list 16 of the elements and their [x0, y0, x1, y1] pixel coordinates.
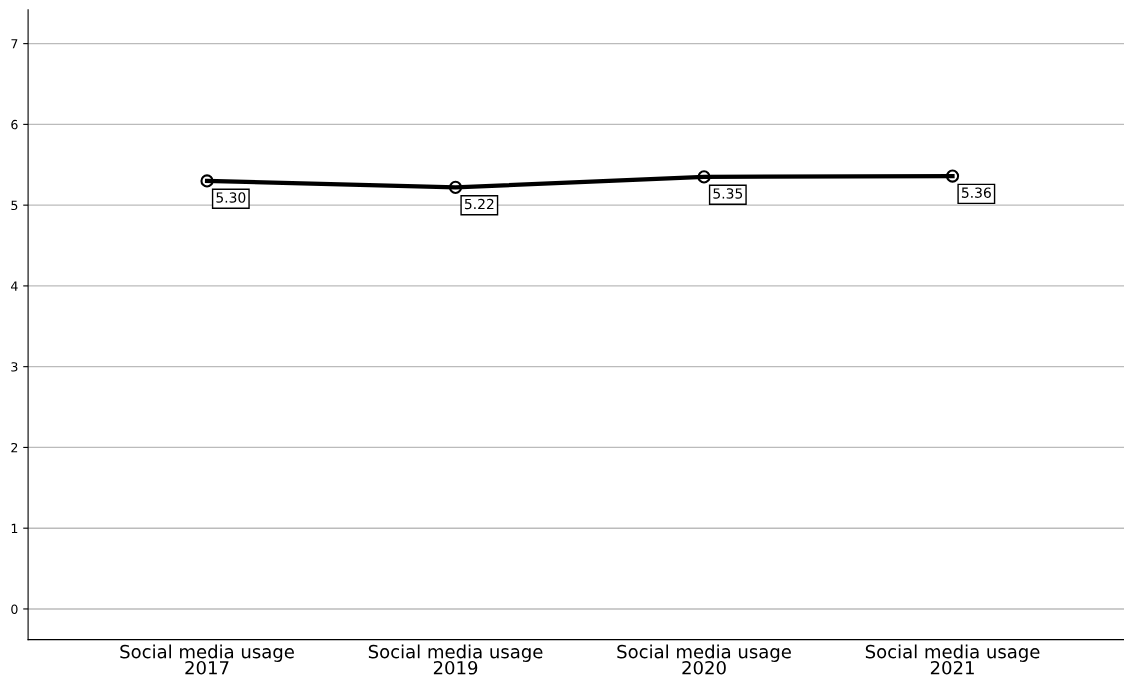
y-tick-label: 3	[11, 362, 18, 372]
x-tick-label: Social media usage 2020	[617, 644, 791, 675]
y-tick-label: 1	[11, 523, 18, 533]
x-tick-label: Social media usage 2017	[120, 644, 294, 675]
data-label: 5.30	[216, 192, 246, 203]
y-tick-label: 6	[11, 119, 18, 130]
data-label: 5.22	[464, 198, 494, 210]
y-tick-label: 0	[11, 604, 18, 614]
x-tick-label: Social media usage 2019	[368, 644, 543, 675]
y-tick-label: 2	[11, 442, 18, 453]
data-label: 5.35	[713, 188, 743, 199]
y-tick-label: 7	[11, 39, 18, 49]
x-tick-label: Social media usage 2021	[865, 644, 1040, 675]
data-label: 5.36	[961, 187, 991, 198]
y-tick-label: 4	[11, 281, 18, 291]
y-tick-label: 5	[11, 200, 18, 211]
